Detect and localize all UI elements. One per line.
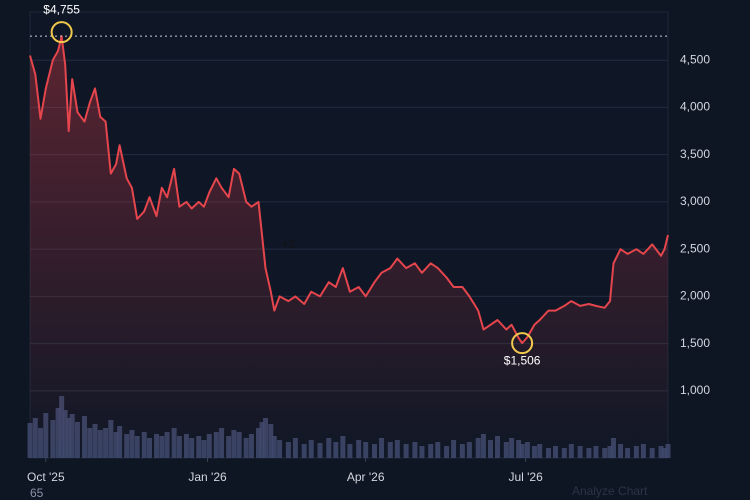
highlight-circle [511, 332, 534, 355]
price-area [30, 36, 668, 458]
event-label: +2 [282, 237, 296, 251]
price-line [29, 35, 669, 345]
y-tick-label: 3,000 [680, 194, 710, 208]
x-tick-label: Apr '26 [347, 470, 385, 484]
y-tick-label: 1,500 [680, 336, 710, 350]
analyze-chart-button[interactable]: Analyze Chart [572, 484, 648, 498]
footer-text: 65 [30, 486, 44, 500]
x-tick-label: Jul '26 [508, 470, 543, 484]
y-tick-label: 1,000 [680, 383, 710, 397]
x-tick-label: Oct '25 [27, 470, 65, 484]
annotation-label: $1,506 [504, 353, 541, 367]
annotation-label: $4,755 [43, 2, 80, 16]
y-tick-label: 4,000 [680, 100, 710, 114]
y-tick-label: 3,500 [680, 147, 710, 161]
y-tick-label: 4,500 [680, 52, 710, 66]
y-tick-label: 2,000 [680, 289, 710, 303]
y-tick-label: 2,500 [680, 241, 710, 255]
highlight-circle [50, 21, 73, 44]
x-tick-label: Jan '26 [188, 470, 227, 484]
